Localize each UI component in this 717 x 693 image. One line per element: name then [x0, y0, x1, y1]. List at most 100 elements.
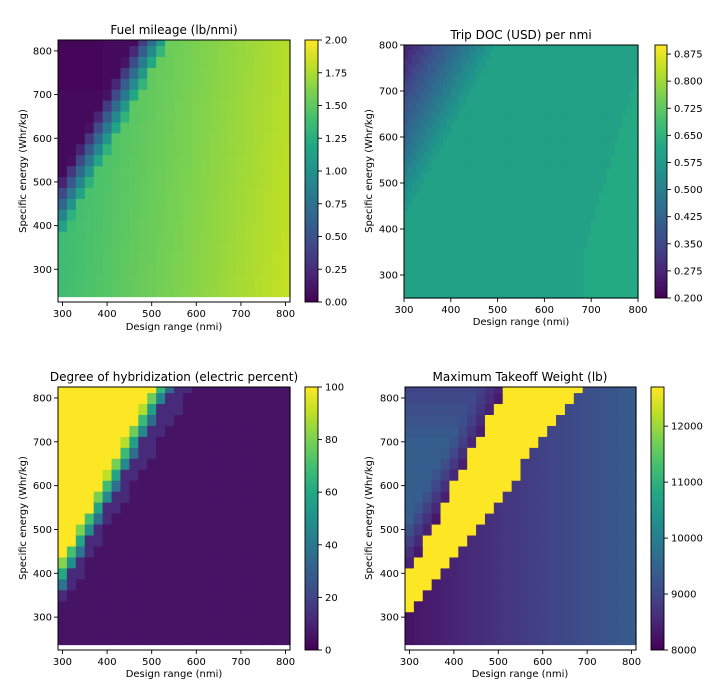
heatmap-cell [422, 458, 433, 470]
contour-cell [610, 183, 616, 189]
contour-cell [513, 81, 518, 87]
contour-cell [485, 169, 491, 175]
heatmap-cell [129, 502, 139, 514]
contour-cell [560, 100, 565, 106]
contour-cell [544, 100, 549, 106]
contour-cell [556, 210, 561, 216]
heatmap-cell [272, 611, 282, 624]
heatmap-cell [254, 622, 264, 635]
heatmap-cell [111, 502, 122, 514]
contour-cell [431, 252, 436, 258]
contour-cell [567, 155, 573, 161]
heatmap-cell [58, 545, 68, 558]
heatmap-cell [174, 513, 184, 525]
contour-cell [602, 91, 608, 97]
contour-cell [513, 141, 518, 147]
contour-cell [482, 288, 487, 294]
heatmap-cell [120, 556, 130, 569]
contour-cell [415, 178, 421, 184]
contour-cell [587, 104, 592, 110]
contour-cell [544, 49, 549, 55]
contour-cell [493, 58, 499, 64]
contour-cell [606, 54, 612, 60]
contour-cell [626, 45, 631, 51]
contour-cell [517, 279, 522, 285]
contour-cell [427, 132, 432, 138]
contour-cell [419, 54, 425, 60]
contour-cell [544, 68, 549, 74]
heatmap-cell [209, 67, 220, 79]
contour-cell [634, 81, 639, 87]
contour-cell [602, 178, 608, 184]
heatmap-cell [66, 567, 77, 580]
contour-cell [435, 219, 440, 225]
contour-cell [634, 45, 639, 51]
heatmap-cell [182, 263, 193, 276]
heatmap-cell [511, 513, 522, 525]
contour-cell [532, 261, 538, 267]
contour-cell [411, 100, 417, 106]
contour-cell [630, 100, 635, 106]
contour-cell [634, 196, 639, 202]
heatmap-cell [66, 633, 77, 646]
heatmap-cell [263, 40, 273, 47]
heatmap-cell [174, 534, 184, 547]
contour-cell [478, 183, 483, 189]
heatmap-cell [200, 110, 211, 123]
contour-cell [454, 284, 460, 290]
contour-cell [524, 58, 530, 64]
contour-cell [602, 132, 608, 138]
heatmap-cell [209, 209, 220, 221]
contour-cell [579, 118, 584, 124]
contour-cell [517, 196, 522, 202]
contour-cell [552, 201, 557, 207]
contour-cell [485, 49, 491, 55]
contour-cell [591, 279, 596, 285]
heatmap-cell [413, 633, 424, 646]
heatmap-cell [484, 480, 495, 492]
heatmap-cell [111, 447, 122, 459]
contour-cell [540, 210, 545, 216]
contour-cell [575, 137, 581, 143]
contour-cell [482, 81, 487, 87]
heatmap-cell [227, 502, 238, 514]
contour-cell [423, 215, 428, 221]
contour-cell [552, 123, 557, 129]
contour-cell [560, 229, 565, 235]
heatmap-cell [254, 633, 264, 646]
contour-cell [591, 81, 596, 87]
contour-cell [587, 164, 592, 170]
contour-cell [493, 183, 499, 189]
contour-cell [595, 54, 600, 60]
contour-cell [470, 224, 475, 230]
contour-cell [489, 63, 495, 69]
contour-cell [517, 58, 522, 64]
heatmap-cell [120, 622, 130, 635]
contour-cell [563, 95, 569, 101]
contour-cell [427, 196, 432, 202]
heatmap-cell [174, 285, 184, 298]
heatmap-cell [236, 67, 246, 79]
contour-cell [634, 169, 639, 175]
heatmap-cell [84, 600, 95, 613]
contour-cell [443, 91, 448, 97]
contour-cell [482, 109, 487, 115]
contour-cell [571, 265, 577, 271]
contour-cell [634, 118, 639, 124]
contour-cell [482, 187, 487, 193]
contour-cell [482, 164, 487, 170]
contour-cell [618, 141, 623, 147]
contour-cell [517, 242, 522, 248]
contour-cell [431, 238, 436, 244]
heatmap-cell [138, 56, 148, 68]
heatmap-cell [58, 121, 68, 134]
heatmap-cell [191, 387, 202, 394]
contour-cell [540, 219, 545, 225]
contour-cell [563, 58, 569, 64]
contour-cell [618, 261, 623, 267]
contour-cell [579, 238, 584, 244]
contour-cell [415, 146, 421, 152]
contour-cell [489, 288, 495, 294]
contour-cell [509, 252, 514, 258]
heatmap-cell [218, 458, 229, 470]
